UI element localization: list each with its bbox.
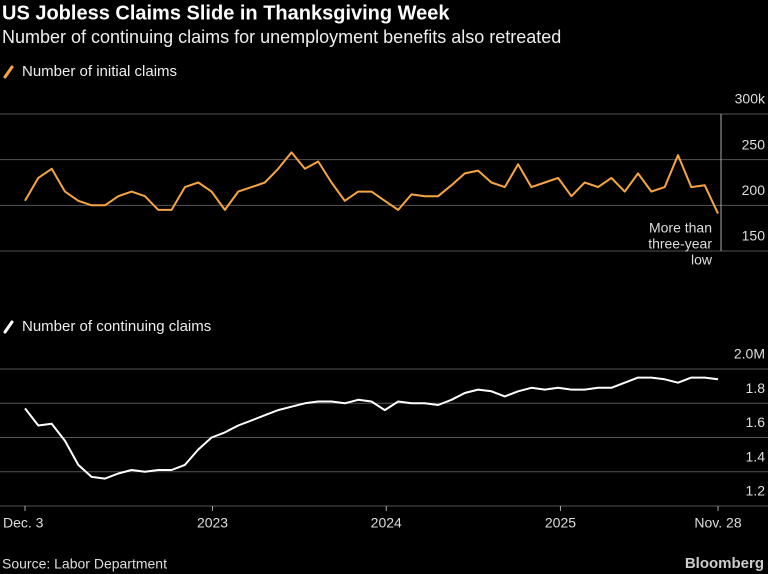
legend-label: Number of initial claims [22,63,177,80]
x-tick-label: Dec. 3 [3,515,44,531]
x-tick-label: 2023 [197,515,228,531]
y-tick-label: 150 [742,228,766,244]
legend-icon [3,65,14,79]
legend-label: Number of continuing claims [22,318,211,335]
y-tick-label: 300k [735,91,766,107]
legend-icon [3,320,14,334]
data-line [24,376,719,480]
annotation: three-year [648,236,712,252]
y-tick-label: 1.8 [746,380,766,396]
x-tick-label: Nov. 28 [694,515,741,531]
chart-title: US Jobless Claims Slide in Thanksgiving … [2,2,450,24]
y-tick-label: 2.0M [734,346,765,362]
annotation: More than [649,220,712,236]
y-tick-label: 1.2 [746,483,766,499]
chart-subtitle: Number of continuing claims for unemploy… [2,27,561,47]
data-line [24,151,719,215]
y-tick-label: 1.4 [746,448,766,464]
y-tick-label: 1.6 [746,414,766,430]
x-tick-label: 2024 [371,515,402,531]
x-tick-label: 2025 [545,515,576,531]
annotation: low [691,252,713,268]
logo: Bloomberg [685,555,764,572]
y-tick-label: 250 [742,136,766,152]
y-tick-label: 200 [742,182,766,198]
source: Source: Labor Department [2,556,167,572]
